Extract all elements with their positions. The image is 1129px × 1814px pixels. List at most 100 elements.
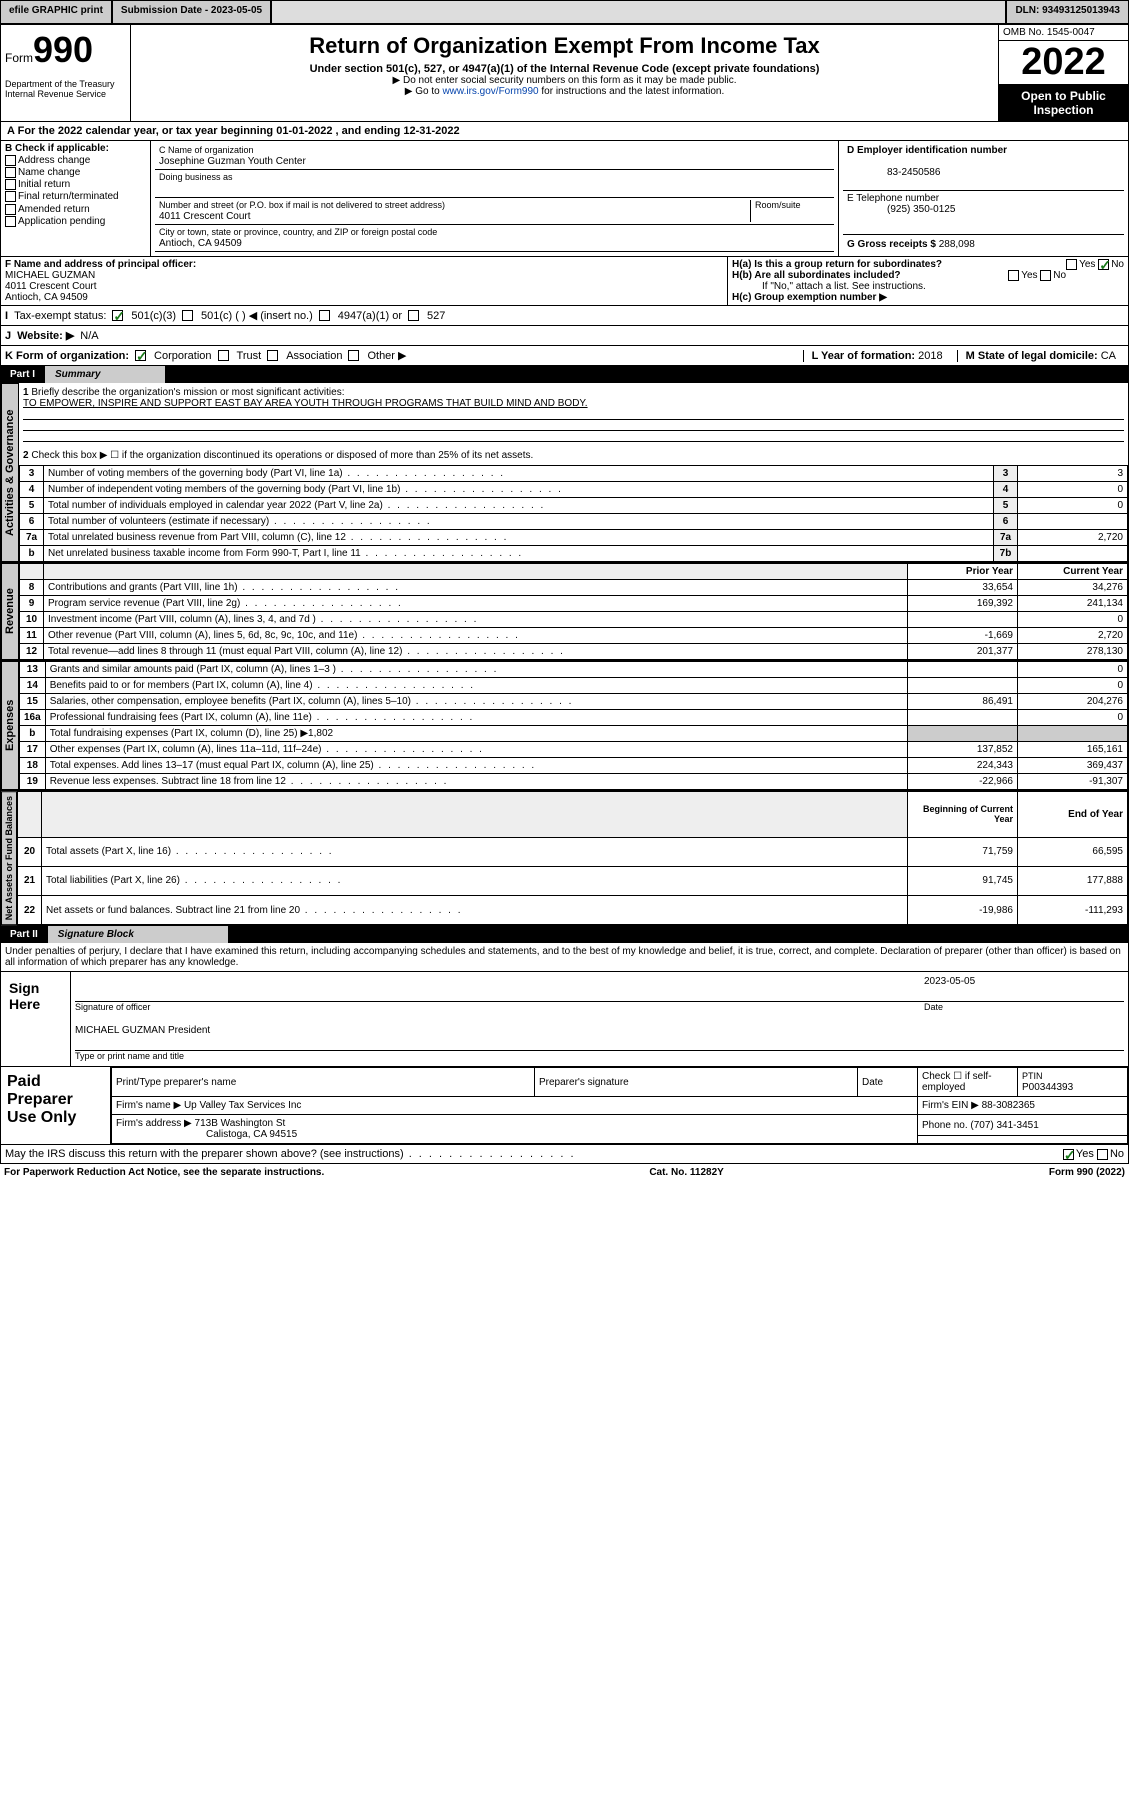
ein: 83-2450586 [887, 167, 940, 178]
year-formed: 2018 [918, 350, 942, 362]
chk-address[interactable]: Address change [5, 155, 146, 166]
chk-final[interactable]: Final return/terminated [5, 191, 146, 202]
gross-receipts: 288,098 [939, 239, 975, 250]
sign-block: Sign Here 2023-05-05 Signature of office… [0, 972, 1129, 1067]
chk-4947[interactable] [319, 310, 330, 321]
tab-governance: Activities & Governance [1, 383, 19, 562]
chk-501c3[interactable] [112, 310, 123, 321]
col-b: B Check if applicable: Address change Na… [1, 141, 151, 256]
tab-netassets: Net Assets or Fund Balances [1, 791, 17, 925]
ptin: P00344393 [1022, 1082, 1073, 1093]
domicile: CA [1101, 350, 1116, 362]
block-fh: F Name and address of principal officer:… [0, 257, 1129, 306]
org-city: Antioch, CA 94509 [159, 238, 242, 249]
form-number: 990 [33, 29, 93, 70]
officer-name: MICHAEL GUZMAN [5, 270, 95, 281]
part1-header: Part ISummary [0, 366, 1129, 383]
chk-amended[interactable]: Amended return [5, 204, 146, 215]
form-title: Return of Organization Exempt From Incom… [135, 33, 994, 59]
chk-trust[interactable] [218, 350, 229, 361]
city-label: City or town, state or province, country… [159, 227, 437, 237]
chk-other[interactable] [348, 350, 359, 361]
g-label: G Gross receipts $ [847, 239, 939, 250]
discuss-no[interactable] [1097, 1149, 1108, 1160]
firm-addr: 713B Washington St [195, 1118, 286, 1129]
chk-corp[interactable] [135, 350, 146, 361]
tab-revenue: Revenue [1, 563, 19, 660]
line-i: ITax-exempt status: 501(c)(3) 501(c) ( )… [0, 306, 1129, 326]
page-footer: For Paperwork Reduction Act Notice, see … [0, 1164, 1129, 1181]
open-inspection: Open to PublicInspection [999, 85, 1128, 121]
footer-right: Form 990 (2022) [1049, 1167, 1125, 1178]
paid-preparer-label: Paid Preparer Use Only [1, 1067, 111, 1144]
net-table: Beginning of Current YearEnd of Year20To… [17, 791, 1128, 925]
e-label: E Telephone number [847, 193, 939, 204]
chk-assoc[interactable] [267, 350, 278, 361]
date-label: Date [924, 1002, 943, 1012]
topbar: efile GRAPHIC print Submission Date - 20… [0, 0, 1129, 24]
rev-table: Prior YearCurrent Year8Contributions and… [19, 563, 1128, 660]
line-a: A For the 2022 calendar year, or tax yea… [0, 122, 1129, 141]
dept-label: Department of the Treasury Internal Reve… [5, 79, 126, 99]
room-label: Room/suite [755, 200, 801, 210]
prep-date-label: Date [858, 1068, 918, 1097]
line-j: JWebsite: ▶ N/A [0, 326, 1129, 346]
sign-date: 2023-05-05 [924, 976, 1124, 987]
c-name-label: C Name of organization [159, 145, 254, 155]
gov-table: 3Number of voting members of the governi… [19, 465, 1128, 562]
topbar-spacer [271, 0, 1006, 24]
exp-table: 13Grants and similar amounts paid (Part … [19, 661, 1128, 790]
omb-number: OMB No. 1545-0047 [999, 25, 1128, 41]
col-c: C Name of organizationJosephine Guzman Y… [151, 141, 838, 256]
tab-expenses: Expenses [1, 661, 19, 790]
q2: Check this box ▶ ☐ if the organization d… [31, 450, 533, 461]
officer-addr: 4011 Crescent Court [5, 281, 97, 292]
org-name: Josephine Guzman Youth Center [159, 156, 306, 167]
chk-initial[interactable]: Initial return [5, 179, 146, 190]
ha-line: H(a) Is this a group return for subordin… [732, 259, 1124, 270]
hb-note: If "No," attach a list. See instructions… [762, 281, 1124, 292]
footer-left: For Paperwork Reduction Act Notice, see … [4, 1167, 324, 1178]
prep-name-label: Print/Type preparer's name [112, 1068, 535, 1097]
officer-printed: MICHAEL GUZMAN President [75, 1025, 1124, 1036]
col-defg: D Employer identification number 83-24505… [838, 141, 1128, 256]
efile-label[interactable]: efile GRAPHIC print [0, 0, 112, 24]
mission: TO EMPOWER, INSPIRE AND SUPPORT EAST BAY… [23, 398, 588, 409]
officer-city: Antioch, CA 94509 [5, 292, 88, 303]
hb-line: H(b) Are all subordinates included? Yes … [732, 270, 1124, 281]
sig-officer-label: Signature of officer [75, 1002, 150, 1012]
discuss-line: May the IRS discuss this return with the… [0, 1145, 1129, 1164]
note-link: ▶ Go to www.irs.gov/Form990 for instruct… [135, 86, 994, 97]
hc-line: H(c) Group exemption number ▶ [732, 292, 1124, 303]
name-title-label: Type or print name and title [75, 1051, 184, 1061]
prep-sig-label: Preparer's signature [535, 1068, 858, 1097]
chk-name[interactable]: Name change [5, 167, 146, 178]
f-label: F Name and address of principal officer: [5, 259, 196, 270]
discuss-yes[interactable] [1063, 1149, 1074, 1160]
org-address: 4011 Crescent Court [159, 211, 251, 222]
sign-here-label: Sign Here [1, 972, 71, 1066]
firm-name: Up Valley Tax Services Inc [184, 1100, 301, 1111]
dln-label: DLN: 93493125013943 [1006, 0, 1129, 24]
firm-phone: (707) 341-3451 [970, 1120, 1038, 1131]
part2-header: Part IISignature Block [0, 926, 1129, 943]
b-header: B Check if applicable: [5, 143, 109, 154]
chk-501c[interactable] [182, 310, 193, 321]
form-word: Form [5, 51, 33, 65]
note-ssn: ▶ Do not enter social security numbers o… [135, 75, 994, 86]
submission-label: Submission Date - 2023-05-05 [112, 0, 271, 24]
tax-year: 2022 [999, 41, 1128, 85]
d-label: D Employer identification number [847, 145, 1007, 156]
block-bcdefg: B Check if applicable: Address change Na… [0, 141, 1129, 257]
footer-center: Cat. No. 11282Y [649, 1167, 723, 1178]
form-header: Form990 Department of the Treasury Inter… [0, 24, 1129, 122]
firm-city: Calistoga, CA 94515 [206, 1129, 297, 1140]
website: N/A [80, 330, 98, 342]
form-subtitle: Under section 501(c), 527, or 4947(a)(1)… [135, 63, 994, 75]
chk-pending[interactable]: Application pending [5, 216, 146, 227]
self-employed[interactable]: Check ☐ if self-employed [918, 1068, 1018, 1097]
declaration: Under penalties of perjury, I declare th… [0, 943, 1129, 972]
addr-label: Number and street (or P.O. box if mail i… [159, 200, 445, 210]
irs-link[interactable]: www.irs.gov/Form990 [442, 86, 538, 97]
chk-527[interactable] [408, 310, 419, 321]
